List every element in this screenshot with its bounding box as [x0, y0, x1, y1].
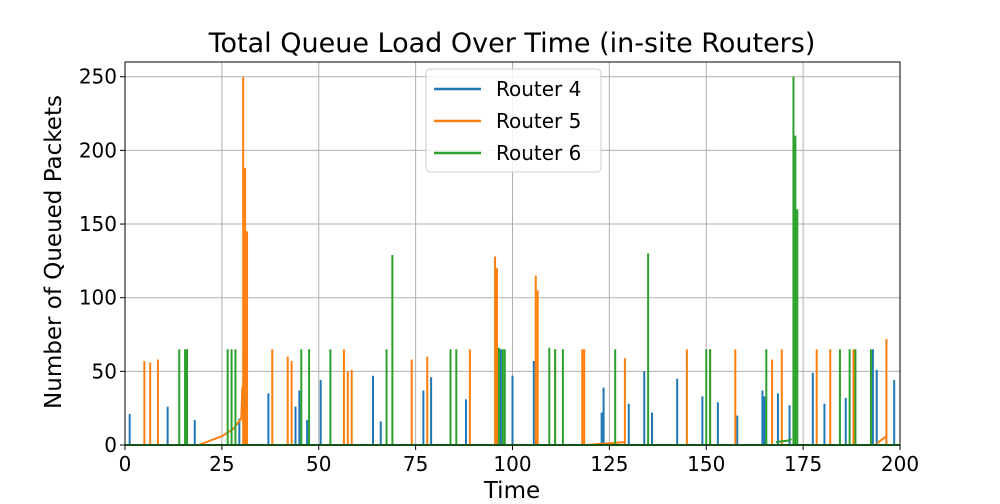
plot-area: 0 25 50 75 100 125 150 175 200 0 50 100 150 200 250: [79, 61, 919, 476]
y-tick-label: 150: [79, 212, 117, 236]
legend-box: [425, 68, 602, 173]
tick-labels: 0 25 50 75 100 125 150 175 200 0 50 100 150 200 250: [79, 65, 919, 476]
legend-label: Router 5: [496, 109, 581, 133]
y-tick-label: 0: [104, 433, 117, 457]
x-tick-label: 150: [687, 452, 725, 476]
legend-label: Router 4: [496, 77, 581, 101]
y-axis-label: Number of Queued Packets: [41, 95, 67, 409]
x-axis-label: Time: [483, 478, 540, 500]
x-tick-label: 100: [493, 452, 531, 476]
series-ramp: [198, 386, 244, 446]
x-tick-label: 0: [119, 452, 132, 476]
y-tick-label: 250: [79, 65, 117, 89]
x-tick-label: 175: [784, 452, 822, 476]
x-tick-label: 125: [590, 452, 628, 476]
y-tick-label: 100: [79, 286, 117, 310]
x-tick-label: 200: [881, 452, 919, 476]
series-ramp: [876, 435, 888, 445]
chart-title: Total Queue Load Over Time (in-site Rout…: [208, 28, 816, 59]
y-tick-label: 200: [79, 138, 117, 162]
x-tick-label: 75: [403, 452, 428, 476]
y-tick-label: 50: [92, 359, 117, 383]
x-tick-label: 50: [306, 452, 331, 476]
x-tick-label: 25: [209, 452, 234, 476]
series-ramp: [775, 438, 792, 444]
legend: Router 4 Router 5 Router 6: [425, 68, 602, 173]
legend-label: Router 6: [496, 141, 581, 165]
